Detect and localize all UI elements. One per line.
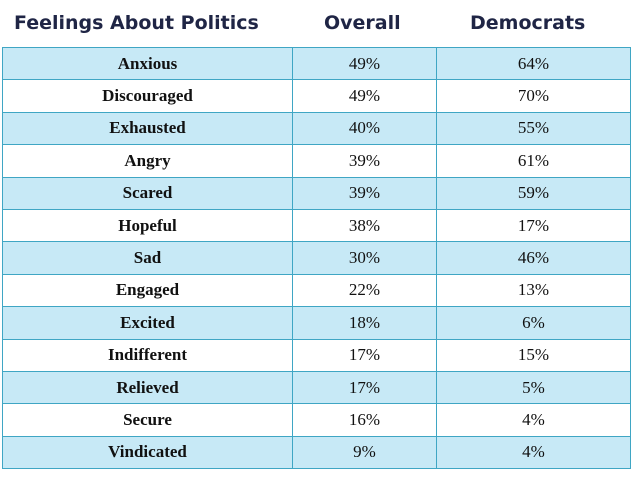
table-row: Engaged 22% 13% bbox=[2, 273, 631, 308]
row-label-cell: Vindicated bbox=[2, 435, 293, 470]
row-label-cell: Anxious bbox=[2, 46, 293, 81]
row-label-cell: Relieved bbox=[2, 370, 293, 405]
table-row: Exhausted 40% 55% bbox=[2, 111, 631, 146]
democrats-value-cell: 70% bbox=[436, 79, 631, 113]
table-row: Discouraged 49% 70% bbox=[2, 79, 631, 113]
overall-value-cell: 38% bbox=[292, 208, 437, 243]
row-label-cell: Indifferent bbox=[2, 338, 293, 372]
row-label-cell: Exhausted bbox=[2, 111, 293, 146]
table-row: Indifferent 17% 15% bbox=[2, 338, 631, 372]
democrats-value-cell: 4% bbox=[436, 435, 631, 470]
overall-value-cell: 16% bbox=[292, 403, 437, 437]
overall-value-cell: 49% bbox=[292, 46, 437, 81]
header-overall: Overall bbox=[324, 12, 401, 34]
row-label-cell: Sad bbox=[2, 241, 293, 275]
overall-value-cell: 30% bbox=[292, 241, 437, 275]
table-header-row: Feelings About Politics Overall Democrat… bbox=[0, 0, 634, 48]
table-row: Vindicated 9% 4% bbox=[2, 435, 631, 470]
row-label-cell: Hopeful bbox=[2, 208, 293, 243]
row-label-cell: Engaged bbox=[2, 273, 293, 308]
table-row: Angry 39% 61% bbox=[2, 144, 631, 178]
table-row: Secure 16% 4% bbox=[2, 403, 631, 437]
democrats-value-cell: 46% bbox=[436, 241, 631, 275]
overall-value-cell: 49% bbox=[292, 79, 437, 113]
democrats-value-cell: 61% bbox=[436, 144, 631, 178]
table-row: Relieved 17% 5% bbox=[2, 370, 631, 405]
header-democrats: Democrats bbox=[470, 12, 586, 34]
row-label-cell: Angry bbox=[2, 144, 293, 178]
democrats-value-cell: 13% bbox=[436, 273, 631, 308]
overall-value-cell: 40% bbox=[292, 111, 437, 146]
overall-value-cell: 22% bbox=[292, 273, 437, 308]
row-label-cell: Discouraged bbox=[2, 79, 293, 113]
democrats-value-cell: 17% bbox=[436, 208, 631, 243]
democrats-value-cell: 15% bbox=[436, 338, 631, 372]
democrats-value-cell: 4% bbox=[436, 403, 631, 437]
row-label-cell: Excited bbox=[2, 306, 293, 340]
table-row: Anxious 49% 64% bbox=[2, 46, 631, 81]
data-table: Anxious 49% 64% Discouraged 49% 70% Exhausted 4… bbox=[2, 46, 631, 470]
democrats-value-cell: 6% bbox=[436, 306, 631, 340]
table-row: Scared 39% 59% bbox=[2, 176, 631, 210]
overall-value-cell: 17% bbox=[292, 338, 437, 372]
overall-value-cell: 9% bbox=[292, 435, 437, 470]
table-row: Excited 18% 6% bbox=[2, 306, 631, 340]
overall-value-cell: 39% bbox=[292, 144, 437, 178]
democrats-value-cell: 59% bbox=[436, 176, 631, 210]
overall-value-cell: 39% bbox=[292, 176, 437, 210]
overall-value-cell: 17% bbox=[292, 370, 437, 405]
democrats-value-cell: 64% bbox=[436, 46, 631, 81]
table-row: Sad 30% 46% bbox=[2, 241, 631, 275]
democrats-value-cell: 5% bbox=[436, 370, 631, 405]
table-row: Hopeful 38% 17% bbox=[2, 208, 631, 243]
democrats-value-cell: 55% bbox=[436, 111, 631, 146]
overall-value-cell: 18% bbox=[292, 306, 437, 340]
row-label-cell: Secure bbox=[2, 403, 293, 437]
header-feelings-about-politics: Feelings About Politics bbox=[14, 12, 259, 34]
row-label-cell: Scared bbox=[2, 176, 293, 210]
table-body: Anxious 49% 64% Discouraged 49% 70% Exhausted 4… bbox=[2, 46, 631, 470]
